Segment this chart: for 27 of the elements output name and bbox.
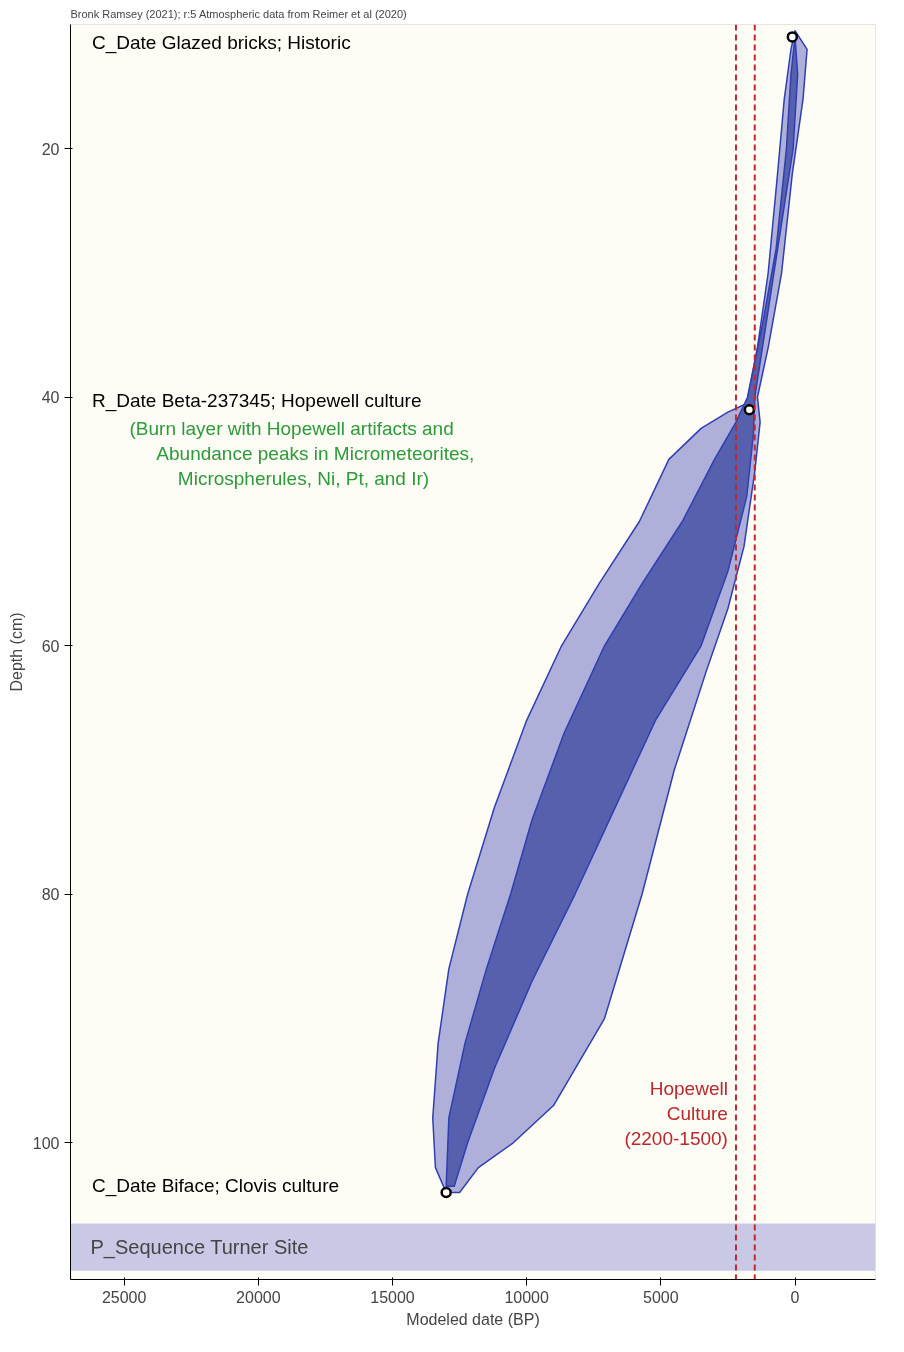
chart-title: Bronk Ramsey (2021); r:5 Atmospheric data from Reimer et al (2020) bbox=[70, 7, 407, 20]
annotation: Culture bbox=[666, 1103, 728, 1125]
x-tick-label: 15000 bbox=[370, 1288, 415, 1306]
point bbox=[743, 403, 756, 416]
annotation: C_Date Biface; Clovis culture bbox=[91, 1175, 340, 1198]
y-tick-label: 20 bbox=[41, 140, 60, 158]
annotation: Hopewell bbox=[649, 1078, 728, 1100]
y-tick-label: 40 bbox=[41, 389, 60, 407]
x-tick-label: 0 bbox=[790, 1288, 800, 1306]
x-axis-title: Modeled date (BP) bbox=[406, 1310, 540, 1328]
point bbox=[440, 1186, 452, 1199]
y-tick-label: 60 bbox=[41, 637, 60, 655]
annotation: R_Date Beta-237345; Hopewell culture bbox=[91, 389, 422, 412]
x-tick-label: 10000 bbox=[504, 1288, 550, 1306]
x-tick-label: 20000 bbox=[236, 1288, 281, 1306]
y-tick-label: 100 bbox=[32, 1134, 60, 1152]
x-tick-label: 25000 bbox=[101, 1288, 147, 1306]
annotation: C_Date Glazed bricks; Historic bbox=[91, 31, 351, 54]
x-tick-label: 5000 bbox=[643, 1288, 679, 1306]
annotation: Microspherules, Ni, Pt, and Ir) bbox=[177, 468, 430, 490]
point bbox=[786, 31, 799, 43]
annotation: (Burn layer with Hopewell artifacts and bbox=[129, 418, 454, 440]
annotation: (2200-1500) bbox=[624, 1127, 728, 1149]
y-tick-label: 80 bbox=[41, 886, 60, 904]
y-axis-title: Depth (cm) bbox=[7, 612, 25, 692]
annotation: Abundance peaks in Micrometeorites, bbox=[156, 443, 475, 465]
band-label: P_Sequence Turner Site bbox=[90, 1236, 309, 1260]
